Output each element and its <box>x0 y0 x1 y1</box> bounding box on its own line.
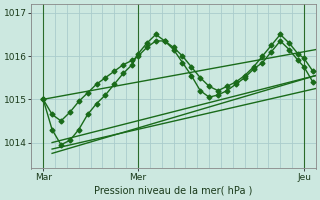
X-axis label: Pression niveau de la mer( hPa ): Pression niveau de la mer( hPa ) <box>94 186 253 196</box>
